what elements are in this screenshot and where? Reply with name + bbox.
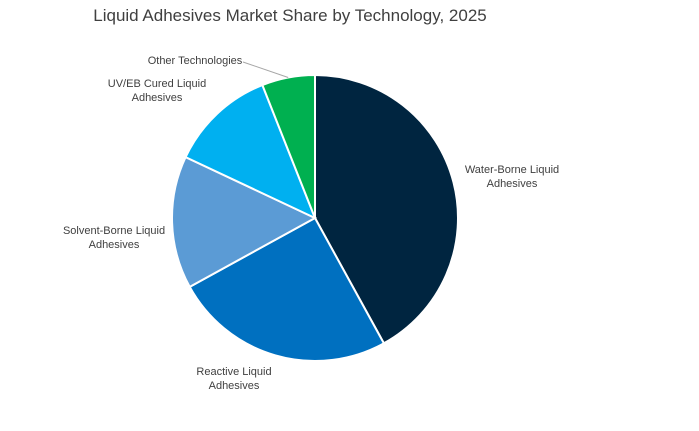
- slice-label-3: UV/EB Cured Liquid Adhesives: [108, 78, 206, 104]
- pie-slice-3: [184, 83, 317, 220]
- chart-title: Liquid Adhesives Market Share by Technol…: [93, 6, 487, 25]
- slice-label-4: Other Technologies: [148, 55, 243, 67]
- pie-slice-2: [171, 155, 318, 289]
- slice-label-line: Adhesives: [209, 380, 260, 392]
- leader-lines: [242, 61, 289, 79]
- slice-label-line: UV/EB Cured Liquid: [108, 78, 206, 90]
- slice-label-line: Adhesives: [89, 239, 140, 251]
- slice-label-line: Adhesives: [487, 178, 538, 190]
- pie-slices: [171, 73, 459, 362]
- slice-label-line: Water-Borne Liquid: [465, 164, 559, 176]
- slice-label-line: Adhesives: [132, 92, 183, 104]
- slice-label-2: Solvent-Borne Liquid Adhesives: [63, 225, 165, 251]
- pie-slice-1: [188, 216, 386, 362]
- slice-label-line: Other Technologies: [148, 55, 243, 67]
- pie-slice-0: [314, 73, 459, 345]
- slice-label-line: Reactive Liquid: [196, 366, 271, 378]
- slice-label-0: Water-Borne Liquid Adhesives: [465, 164, 559, 190]
- slice-label-line: Solvent-Borne Liquid: [63, 225, 165, 237]
- slice-label-1: Reactive Liquid Adhesives: [196, 366, 271, 392]
- leader-line-4: [242, 61, 289, 79]
